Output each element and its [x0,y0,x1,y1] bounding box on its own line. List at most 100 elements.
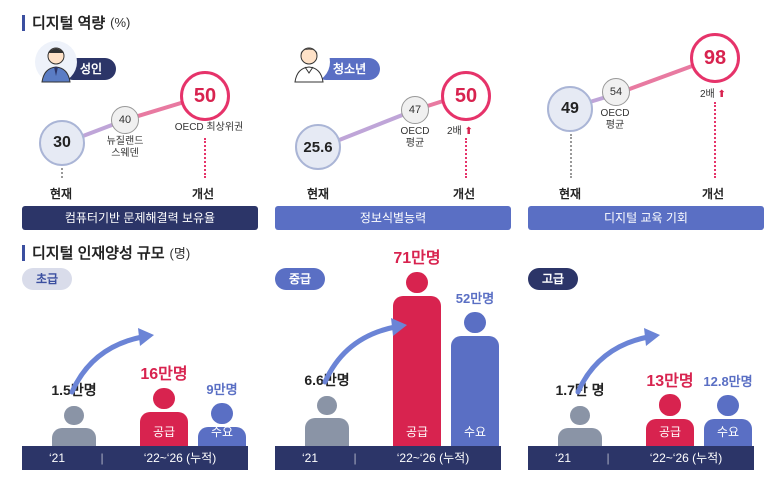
goal-value-circle: 98 [690,33,740,83]
supply-figure: 공급 [393,271,441,446]
year-label-2022-2026: ‘22~‘26 (누적) [143,451,217,465]
growth-arrow-icon [69,328,154,395]
demand-value: 9만명 [206,381,238,397]
demand-figure: 수요 [704,394,752,446]
supply-bar-label: 공급 [152,424,176,439]
goal-value-circle: 50 [441,71,491,121]
dotted-line [570,134,572,178]
title-accent-bar [22,244,25,261]
goal-multiplier: 2배 ⬆ [700,85,726,100]
now-axis-label: 현재 [559,187,582,201]
mid-label: OECD 평균 [400,126,430,149]
goal-label: 2배 [700,89,715,100]
goal-label: OECD 최상위권 [174,122,244,133]
year-label-2022-2026: ‘22~‘26 (누적) [649,451,723,465]
goal-axis-label: 개선 [453,187,476,201]
dotted-line [61,168,63,178]
year-label-2021: ‘21 [554,451,571,465]
section-title-digital-competency: 디지털 역량 (%) [22,12,130,33]
up-arrow-icon: ⬆ [464,126,473,137]
competency-panel-adult: 성인 30 40 뉴질랜드 스웨덴 50 OECD 최상위권 현재 개선 컴퓨터… [22,38,258,230]
person-body-bar [393,295,441,446]
now-axis-label: 현재 [50,187,73,201]
now-value-circle: 25.6 [295,124,341,170]
section-title-text: 디지털 역량 [32,15,106,32]
now-value-circle: 30 [39,120,85,166]
person-body-bar [558,427,602,446]
year-axis: ‘21 | ‘22~‘26 (누적) [275,446,501,470]
person-head-icon [717,394,739,416]
talent-panel-beginner: 초급 1.5만명 공급 16만명 수요 9만명 ‘21 | ‘22~‘26 (누적) [22,268,248,470]
current-figure [558,405,602,446]
goal-axis-label: 개선 [192,187,215,201]
person-body-bar [646,418,694,446]
mid-value-circle: 54 [602,78,630,106]
person-head-icon [659,394,681,416]
supply-value: 71만명 [393,250,441,267]
person-head-icon [406,271,428,293]
mid-value-circle: 47 [401,96,429,124]
now-axis-label: 현재 [307,187,330,201]
person-head-icon [64,405,84,425]
growth-arrow-icon [575,328,660,395]
youth-avatar-icon [288,41,330,83]
supply-bar-label: 공급 [405,424,429,439]
year-axis: ‘21 | ‘22~‘26 (누적) [528,446,754,470]
adult-avatar-icon [35,41,77,83]
level-badge: 중급 [275,268,326,290]
title-accent-bar [22,14,25,31]
up-arrow-icon: ⬆ [717,89,726,100]
competency-panel-youth: 청소년 25.6 47 OECD 평균 50 2배 ⬆ 현재 개선 정보식별능력 [275,38,511,230]
person-head-icon [464,312,486,334]
metric-bar-youth: 정보식별능력 [275,206,511,230]
supply-figure: 공급 [140,388,188,446]
demand-bar-label: 수요 [716,424,740,439]
mid-value-circle: 40 [111,106,139,134]
year-label-2021: ‘21 [301,451,318,465]
level-badge: 초급 [22,268,73,290]
person-head-icon [570,405,590,425]
current-figure [305,395,349,446]
section-unit: (%) [110,15,131,30]
demand-figure: 수요 [451,312,499,446]
current-figure [52,405,96,446]
person-head-icon [153,388,175,410]
dotted-line-red [714,102,716,178]
mid-label: OECD 평균 [600,108,630,131]
demand-bar-label: 수요 [210,424,234,439]
goal-axis-label: 개선 [702,187,725,201]
person-head-icon [317,395,337,416]
person-body-bar [198,426,246,446]
supply-value: 13만명 [646,372,694,390]
demand-value: 12.8만명 [703,373,753,389]
supply-bar-label: 공급 [658,424,682,439]
supply-figure: 공급 [646,394,694,446]
year-label-2022-2026: ‘22~‘26 (누적) [396,451,470,465]
axis-separator: | [606,451,610,465]
axis-separator: | [100,451,104,465]
person-body-bar [140,412,188,446]
person-head-icon [211,402,233,424]
demand-bar-label: 수요 [463,424,487,439]
goal-multiplier: 2배 ⬆ [447,122,473,137]
axis-separator: | [353,451,357,465]
talent-panel-advanced: 고급 1.7만 명 공급 13만명 수요 12.8만명 ‘21 | ‘22~‘26 (누적) [528,268,754,470]
supply-value: 16만명 [140,366,188,384]
section-unit: (명) [169,246,191,261]
growth-arrow-icon [322,318,407,385]
mid-label: 뉴질랜드 스웨덴 [106,136,144,159]
tag-youth: 청소년 [315,58,381,80]
section-title-talent: 디지털 인재양성 규모 (명) [22,242,190,263]
competency-panel-education: 49 54 OECD 평균 98 2배 ⬆ 현재 개선 디지털 교육 기회 [528,33,764,230]
person-body-bar [451,336,499,446]
demand-value: 52만명 [455,291,495,307]
person-body-bar [305,418,349,446]
level-badge: 고급 [528,268,579,290]
now-value-circle: 49 [547,86,593,132]
dotted-line-red [465,138,467,178]
metric-bar-adult: 컴퓨터기반 문제해결력 보유율 [22,206,258,230]
year-label-2021: ‘21 [48,451,65,465]
dotted-line-red [204,138,206,178]
metric-bar-education: 디지털 교육 기회 [528,206,764,230]
goal-value-circle: 50 [180,71,230,121]
